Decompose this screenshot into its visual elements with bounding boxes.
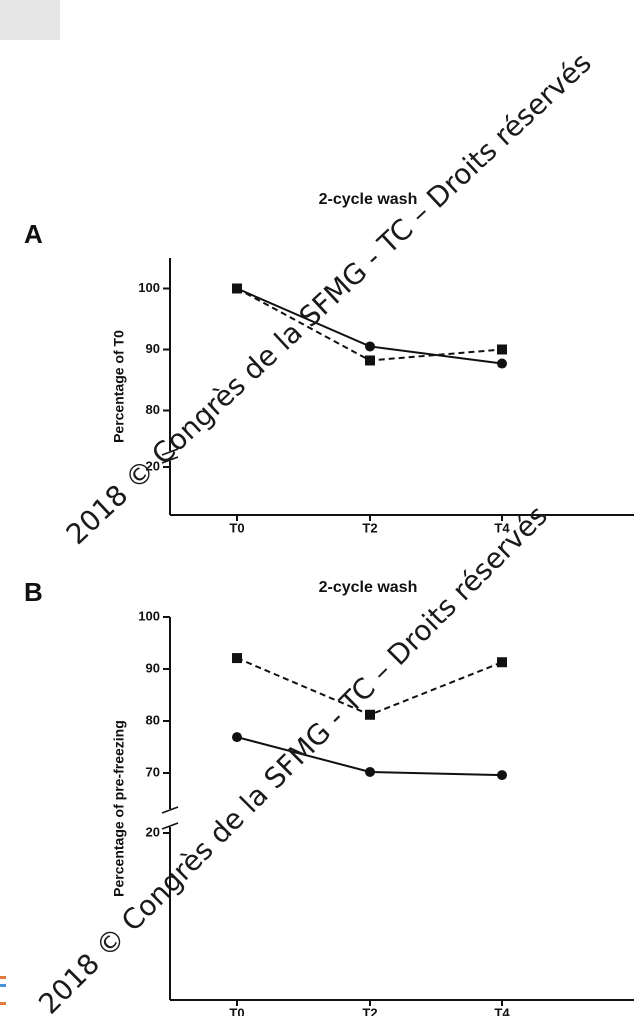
cropped-image — [0, 0, 60, 40]
y-tick-label: 20 — [146, 458, 160, 473]
y-tick-label: 90 — [146, 660, 160, 675]
data-point — [365, 766, 375, 777]
axis-break — [161, 822, 179, 830]
data-point — [497, 344, 507, 355]
data-point — [497, 358, 507, 369]
legend-fragment — [0, 984, 6, 987]
x-tick-label: T2 — [362, 1005, 377, 1016]
x-tick-label: T4 — [494, 1005, 510, 1016]
axis-break — [161, 448, 179, 456]
y-tick-label: 100 — [138, 608, 160, 623]
chart-title: 2-cycle wash — [319, 191, 418, 208]
axis-break — [161, 456, 179, 464]
panel-label: A — [24, 219, 43, 249]
x-tick-label: T2 — [362, 520, 377, 535]
y-tick-label: 70 — [146, 764, 160, 779]
watermark: 2018 © Congrès de la SFMG - TC – Droits … — [60, 46, 598, 551]
data-point — [365, 355, 375, 366]
x-tick-label: T0 — [229, 1005, 244, 1016]
y-axis-label: Percentage of pre-freezing — [111, 720, 127, 897]
data-point — [365, 341, 375, 352]
x-tick-label: T4 — [494, 520, 510, 535]
y-tick-label: 80 — [146, 402, 160, 417]
chart-title: 2-cycle wash — [319, 579, 418, 596]
data-point — [232, 732, 242, 743]
legend-fragment — [0, 1002, 6, 1005]
data-point — [232, 653, 242, 664]
y-tick-label: 20 — [146, 824, 160, 839]
y-axis-label: Percentage of T0 — [111, 330, 127, 443]
legend-fragment — [0, 976, 6, 979]
data-point — [497, 657, 507, 668]
x-tick-label: T0 — [229, 520, 244, 535]
y-tick-label: 100 — [138, 280, 160, 295]
data-point — [232, 283, 242, 294]
axis-break — [161, 806, 179, 814]
data-point — [497, 770, 507, 781]
panel-label: B — [24, 577, 43, 607]
data-point — [365, 709, 375, 720]
y-tick-label: 80 — [146, 712, 160, 727]
y-tick-label: 90 — [146, 341, 160, 356]
